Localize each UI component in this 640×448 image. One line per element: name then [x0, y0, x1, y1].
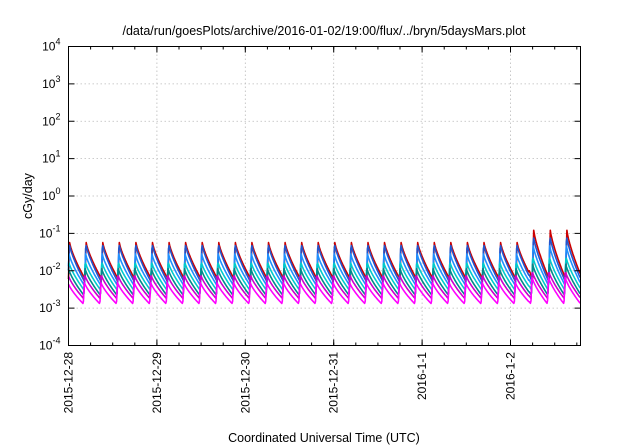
- series-line: [67, 237, 581, 283]
- x-tick-label: 2016-1-2: [504, 352, 518, 400]
- x-tick-label: 2015-12-28: [62, 352, 76, 414]
- y-tick-label: 103: [42, 74, 60, 91]
- x-tick-label: 2016-1-1: [415, 352, 429, 400]
- series-line: [67, 276, 581, 305]
- x-tick-label: 2015-12-31: [327, 352, 341, 414]
- y-tick-label: 100: [42, 186, 60, 203]
- series-group: [67, 229, 581, 305]
- y-tick-label: 10-4: [39, 336, 60, 353]
- series-line: [67, 245, 581, 286]
- y-tick-label: 104: [42, 37, 60, 54]
- grid: [68, 46, 581, 346]
- series-line: [67, 263, 581, 296]
- y-tick-label: 101: [42, 149, 60, 166]
- y-tick-label: 10-3: [39, 298, 60, 315]
- x-tick-label: 2015-12-29: [150, 352, 164, 414]
- series-line: [67, 257, 581, 291]
- y-axis: 10-4 10-3 10-2 10-1 100 101 102 103 104: [39, 37, 581, 353]
- series-line: [67, 272, 581, 300]
- chart-title: /data/run/goesPlots/archive/2016-01-02/1…: [122, 24, 526, 38]
- x-axis-label: Coordinated Universal Time (UTC): [228, 431, 420, 445]
- x-tick-label: 2015-12-30: [238, 352, 252, 414]
- y-tick-label: 102: [42, 111, 60, 128]
- y-tick-label: 10-2: [39, 261, 60, 278]
- x-axis: 2015-12-28 2015-12-29 2015-12-30 2015-12-31…: [62, 46, 578, 414]
- y-tick-label: 10-1: [39, 223, 60, 240]
- y-axis-label: cGy/day: [21, 172, 35, 219]
